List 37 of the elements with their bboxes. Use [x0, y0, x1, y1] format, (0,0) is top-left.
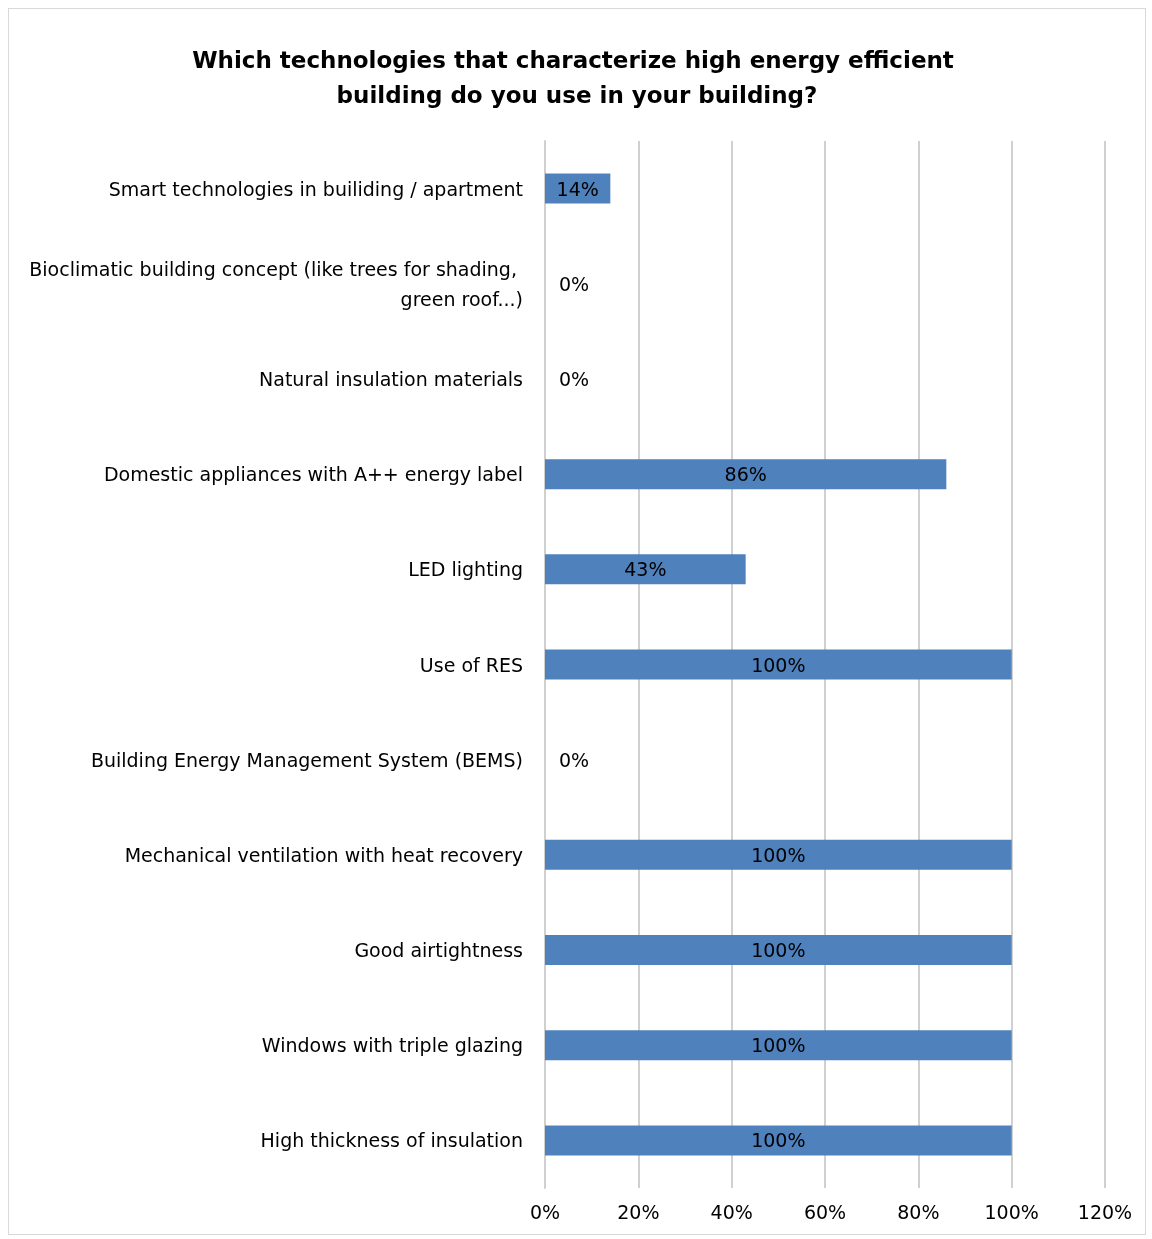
y-tick-label: Windows with triple glazing [261, 1034, 523, 1057]
x-tick-label: 40% [710, 1200, 753, 1223]
x-tick-label: 60% [803, 1200, 847, 1223]
data-label: 86% [724, 463, 767, 486]
y-tick-label: Domestic appliances with A++ energy label [103, 463, 523, 486]
data-label: 100% [751, 843, 806, 866]
x-tick-label: 0% [529, 1200, 561, 1223]
y-tick-label: High thickness of insulation [260, 1129, 523, 1152]
y-tick-label: Natural insulation materials [259, 367, 523, 390]
data-label: 0% [559, 272, 590, 295]
data-label: 100% [751, 939, 806, 962]
data-label: 100% [751, 1129, 806, 1152]
bar [545, 935, 1012, 966]
y-tick-label: Smart technologies in builiding / apartment [108, 177, 523, 200]
x-tick-label: 80% [897, 1200, 940, 1223]
bar [545, 554, 746, 585]
bar [545, 839, 1012, 870]
y-tick-label: Mechanical ventilation with heat recovery [124, 843, 523, 866]
data-label: 43% [624, 558, 667, 581]
x-tick-label: 100% [984, 1200, 1039, 1223]
y-tick-label: Good airtightness [354, 939, 523, 962]
y-tick-label: Bioclimatic building concept (like trees for shading, green roof...) [29, 257, 523, 310]
bar [545, 459, 947, 490]
data-label: 14% [556, 177, 599, 200]
bar [545, 649, 1012, 680]
data-label: 100% [751, 653, 806, 676]
y-tick-label: LED lighting [408, 558, 523, 581]
bar [545, 1030, 1012, 1061]
bar [545, 1125, 1012, 1156]
data-label: 0% [559, 748, 590, 771]
x-tick-label: 120% [1077, 1200, 1133, 1223]
x-tick-label: 20% [617, 1200, 660, 1223]
y-tick-label: Use of RES [419, 653, 523, 676]
data-label: 0% [559, 367, 590, 390]
chart-title: Which technologies that characterize high energy efficient building do you use in your building? [192, 46, 962, 108]
y-tick-label: Building Energy Management System (BEMS) [90, 748, 523, 771]
data-label: 100% [751, 1034, 806, 1057]
